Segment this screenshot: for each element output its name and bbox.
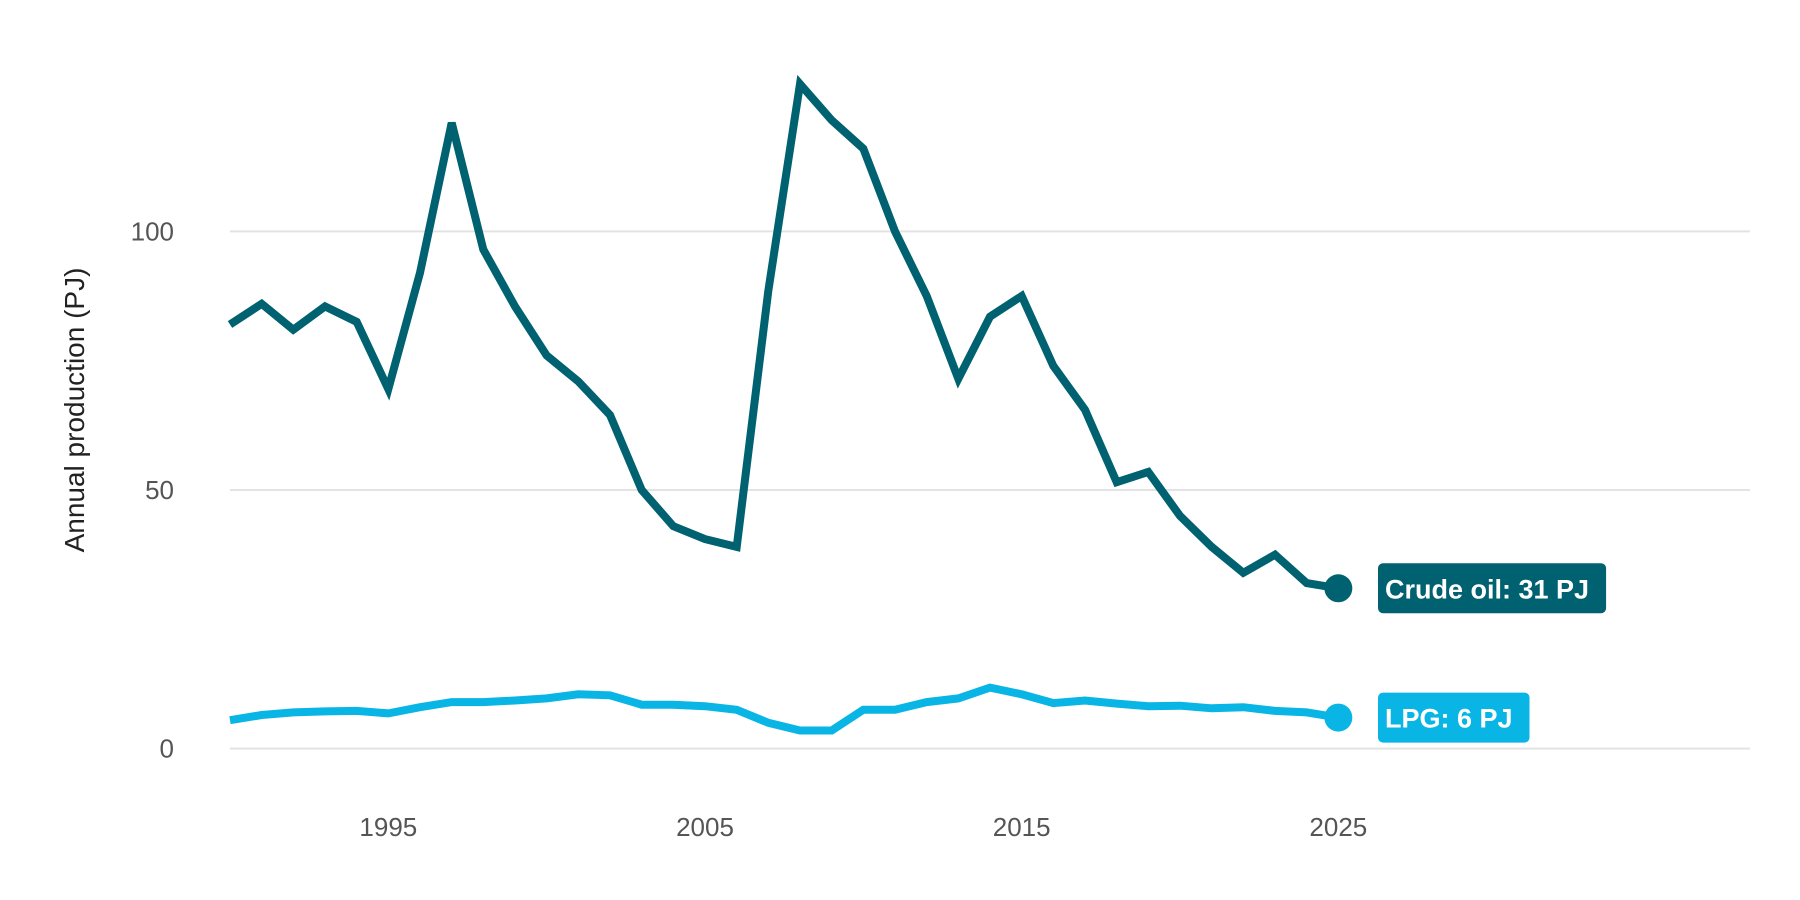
y-tick-label: 0 [160,734,174,764]
x-tick-label: 2025 [1309,812,1367,842]
end-label-lpg: LPG: 6 PJ [1378,692,1530,743]
end-label-box [1378,563,1607,614]
y-axis-ticks: 0 50 100 [131,216,174,763]
end-point-lpg [1324,703,1353,732]
end-label-crude-oil: Crude oil: 31 PJ [1378,563,1607,614]
x-tick-label: 2005 [676,812,734,842]
end-label-text: Crude oil: 31 PJ [1385,574,1589,604]
y-tick-label: 50 [145,475,174,505]
x-tick-label: 1995 [359,812,417,842]
end-label-text: LPG: 6 PJ [1385,704,1513,734]
y-tick-label: 100 [131,216,174,246]
x-tick-label: 2015 [993,812,1051,842]
y-axis-title: Annual production (PJ) [59,268,90,553]
series [227,74,1353,735]
end-label-box [1378,692,1530,743]
gridlines [230,230,1750,750]
series-line-crude-oil [227,74,1339,593]
end-point-crude-oil [1324,574,1353,603]
series-line-lpg [229,683,1339,735]
end-labels: Crude oil: 31 PJ LPG: 6 PJ [1378,563,1607,743]
x-axis-ticks: 1995 2005 2015 2025 [359,812,1367,842]
